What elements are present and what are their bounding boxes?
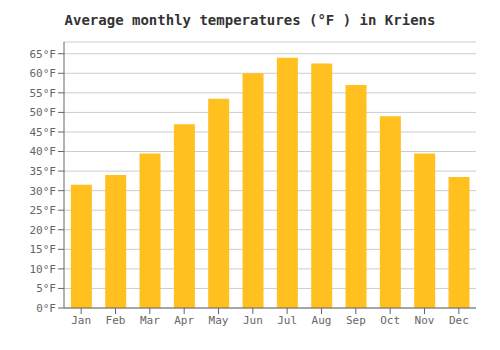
svg-text:Sep: Sep	[346, 314, 366, 327]
svg-text:55°F: 55°F	[30, 87, 57, 100]
html-text:Average monthly temperatures (: Average monthly temperatures (°F ) in Kr…	[64, 12, 436, 28]
svg-text:25°F: 25°F	[30, 204, 57, 217]
svg-text:35°F: 35°F	[30, 165, 57, 178]
svg-text:Dec: Dec	[449, 314, 469, 327]
svg-text:Oct: Oct	[380, 314, 400, 327]
svg-text:5°F: 5°F	[36, 282, 56, 295]
svg-text:Jun: Jun	[243, 314, 263, 327]
svg-text:15°F: 15°F	[30, 243, 57, 256]
svg-text:65°F: 65°F	[30, 48, 57, 61]
svg-text:Feb: Feb	[106, 314, 126, 327]
svg-text:60°F: 60°F	[30, 67, 57, 80]
svg-text:0°F: 0°F	[36, 302, 56, 315]
svg-text:40°F: 40°F	[30, 145, 57, 158]
svg-text:Apr: Apr	[174, 314, 194, 327]
svg-text:45°F: 45°F	[30, 126, 57, 139]
svg-text:30°F: 30°F	[30, 185, 57, 198]
svg-text:Jul: Jul	[277, 314, 297, 327]
svg-text:50°F: 50°F	[30, 106, 57, 119]
svg-text:Nov: Nov	[415, 314, 435, 327]
svg-text:May: May	[209, 314, 229, 327]
svg-text:Jan: Jan	[71, 314, 91, 327]
svg-text:Mar: Mar	[140, 314, 160, 327]
svg-text:Aug: Aug	[312, 314, 332, 327]
svg-text:10°F: 10°F	[30, 263, 57, 276]
svg-text:20°F: 20°F	[30, 224, 57, 237]
